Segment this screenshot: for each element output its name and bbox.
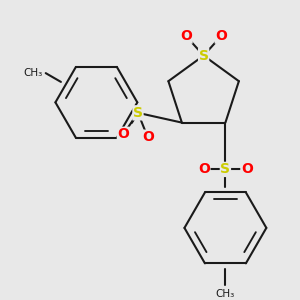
Text: O: O (241, 162, 253, 176)
Text: O: O (215, 29, 227, 43)
Text: S: S (199, 49, 208, 63)
Text: O: O (180, 29, 192, 43)
Text: O: O (198, 162, 210, 176)
Text: O: O (117, 127, 129, 141)
Text: S: S (220, 162, 230, 176)
Text: CH₃: CH₃ (216, 289, 235, 299)
Text: O: O (142, 130, 154, 144)
Text: CH₃: CH₃ (23, 68, 43, 78)
Text: S: S (133, 106, 143, 120)
